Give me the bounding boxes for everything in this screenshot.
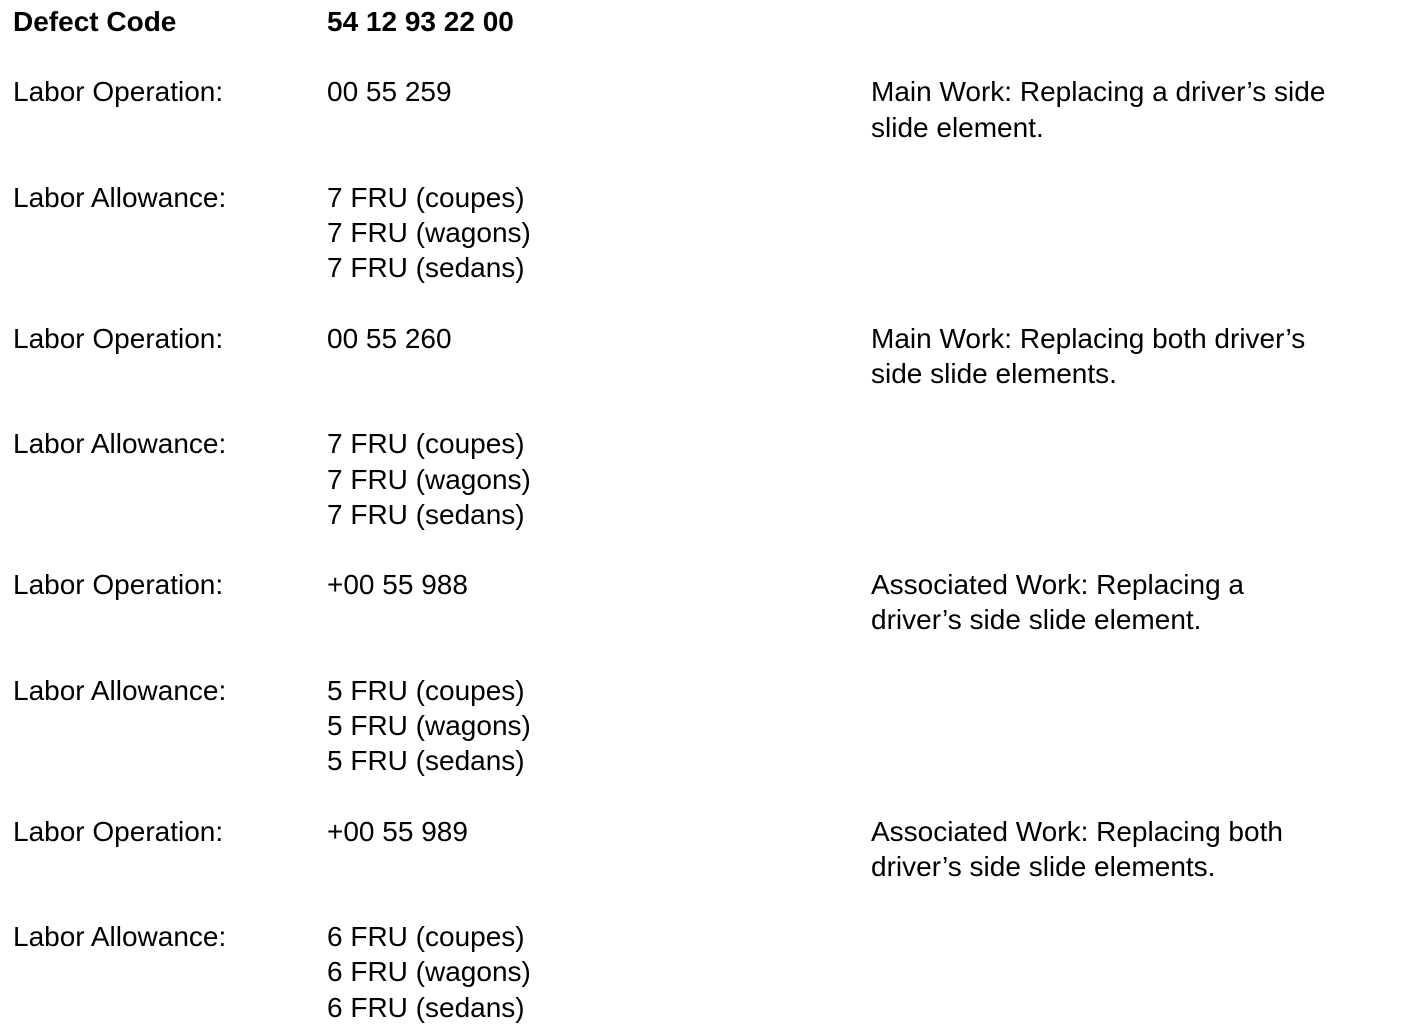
value-line: +00 55 989 [327,815,468,847]
value-line: 7 FRU (wagons) [327,463,531,495]
work-description: Associated Work: Replacing both driver’s … [871,814,1391,884]
labor-allowance-row: Labor Allowance: 7 FRU (coupes) 7 FRU (wag… [0,426,1408,532]
row-values: 5 FRU (coupes) 5 FRU (wagons) 5 FRU (sedan… [327,673,871,779]
labor-allowance-row: Labor Allowance: 5 FRU (coupes) 5 FRU (wag… [0,673,1408,779]
labor-allowance-row: Labor Allowance: 7 FRU (coupes) 7 FRU (wag… [0,180,1408,286]
work-description [871,180,1391,286]
defect-code-value: 54 12 93 22 00 [327,6,514,37]
value-line: 7 FRU (sedans) [327,498,525,530]
labor-allowance-row: Labor Allowance: 6 FRU (coupes) 6 FRU (wag… [0,919,1408,1025]
value-line: 6 FRU (sedans) [327,991,525,1023]
description-line: Associated Work: Replacing both [871,815,1283,847]
value-line: 00 55 260 [327,322,452,354]
labor-operation-row: Labor Operation: +00 55 989 Associated Wor… [0,814,1408,884]
row-values: 7 FRU (coupes) 7 FRU (wagons) 7 FRU (sedan… [327,426,871,532]
row-label: Labor Allowance: [13,428,227,460]
work-description [871,426,1391,532]
value-line: +00 55 988 [327,569,468,601]
row-label: Labor Allowance: [13,674,227,706]
value-line: 5 FRU (coupes) [327,674,525,706]
defect-code-row: Defect Code 54 12 93 22 00 [0,4,1408,39]
labor-operation-row: Labor Operation: +00 55 988 Associated Wor… [0,567,1408,637]
row-values: 00 55 259 [327,74,871,144]
value-line: 00 55 259 [327,76,452,108]
row-label: Labor Operation: [13,76,224,108]
row-values: 7 FRU (coupes) 7 FRU (wagons) 7 FRU (sedan… [327,180,871,286]
value-line: 5 FRU (wagons) [327,709,531,741]
value-line: 5 FRU (sedans) [327,745,525,777]
value-line: 7 FRU (coupes) [327,428,525,460]
value-line: 7 FRU (coupes) [327,181,525,213]
row-values: +00 55 989 [327,814,871,884]
defect-code-label: Defect Code [13,6,177,37]
description-line: Main Work: Replacing a driver’s side [871,76,1326,108]
row-label: Labor Allowance: [13,921,227,953]
description-line: driver’s side slide elements. [871,850,1216,882]
value-line: 6 FRU (wagons) [327,956,531,988]
description-line: Associated Work: Replacing a [871,569,1244,601]
work-description: Main Work: Replacing both driver’s side s… [871,321,1391,391]
description-line: side slide elements. [871,357,1117,389]
row-label: Labor Operation: [13,569,224,601]
row-label: Labor Allowance: [13,181,227,213]
description-line: slide element. [871,111,1044,143]
row-values: +00 55 988 [327,567,871,637]
work-description [871,673,1391,779]
value-line: 7 FRU (sedans) [327,252,525,284]
work-description: Associated Work: Replacing a driver’s sid… [871,567,1391,637]
work-description [871,919,1391,1025]
value-line: 6 FRU (coupes) [327,921,525,953]
description-line: driver’s side slide element. [871,604,1202,636]
value-line: 7 FRU (wagons) [327,217,531,249]
row-label: Labor Operation: [13,322,224,354]
labor-rows: Labor Operation: 00 55 259 Main Work: Repl… [0,74,1408,1024]
row-values: 00 55 260 [327,321,871,391]
work-description: Main Work: Replacing a driver’s side slid… [871,74,1391,144]
row-values: 6 FRU (coupes) 6 FRU (wagons) 6 FRU (sedan… [327,919,871,1025]
description-line: Main Work: Replacing both driver’s [871,322,1306,354]
labor-operation-row: Labor Operation: 00 55 259 Main Work: Repl… [0,74,1408,144]
row-label: Labor Operation: [13,815,224,847]
labor-operation-row: Labor Operation: 00 55 260 Main Work: Repl… [0,321,1408,391]
